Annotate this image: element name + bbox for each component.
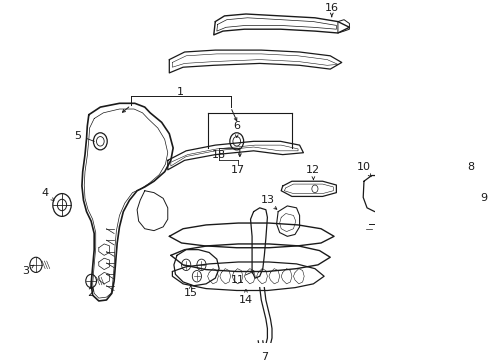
- Text: 8: 8: [467, 162, 474, 172]
- Text: 7: 7: [260, 352, 267, 360]
- Text: 15: 15: [183, 288, 197, 298]
- Text: 4: 4: [41, 188, 49, 198]
- Text: 16: 16: [324, 3, 338, 13]
- Text: 1: 1: [177, 87, 184, 97]
- Text: 11: 11: [231, 275, 245, 285]
- Text: 18: 18: [212, 150, 226, 159]
- Text: 12: 12: [305, 165, 320, 175]
- Text: 10: 10: [356, 162, 370, 172]
- Text: 9: 9: [479, 193, 486, 203]
- Text: 2: 2: [87, 288, 95, 298]
- Text: 13: 13: [260, 195, 274, 205]
- Text: 17: 17: [231, 165, 245, 175]
- Text: 3: 3: [21, 266, 29, 276]
- Text: 5: 5: [74, 131, 81, 141]
- Text: 6: 6: [233, 121, 240, 131]
- Text: 14: 14: [239, 295, 252, 305]
